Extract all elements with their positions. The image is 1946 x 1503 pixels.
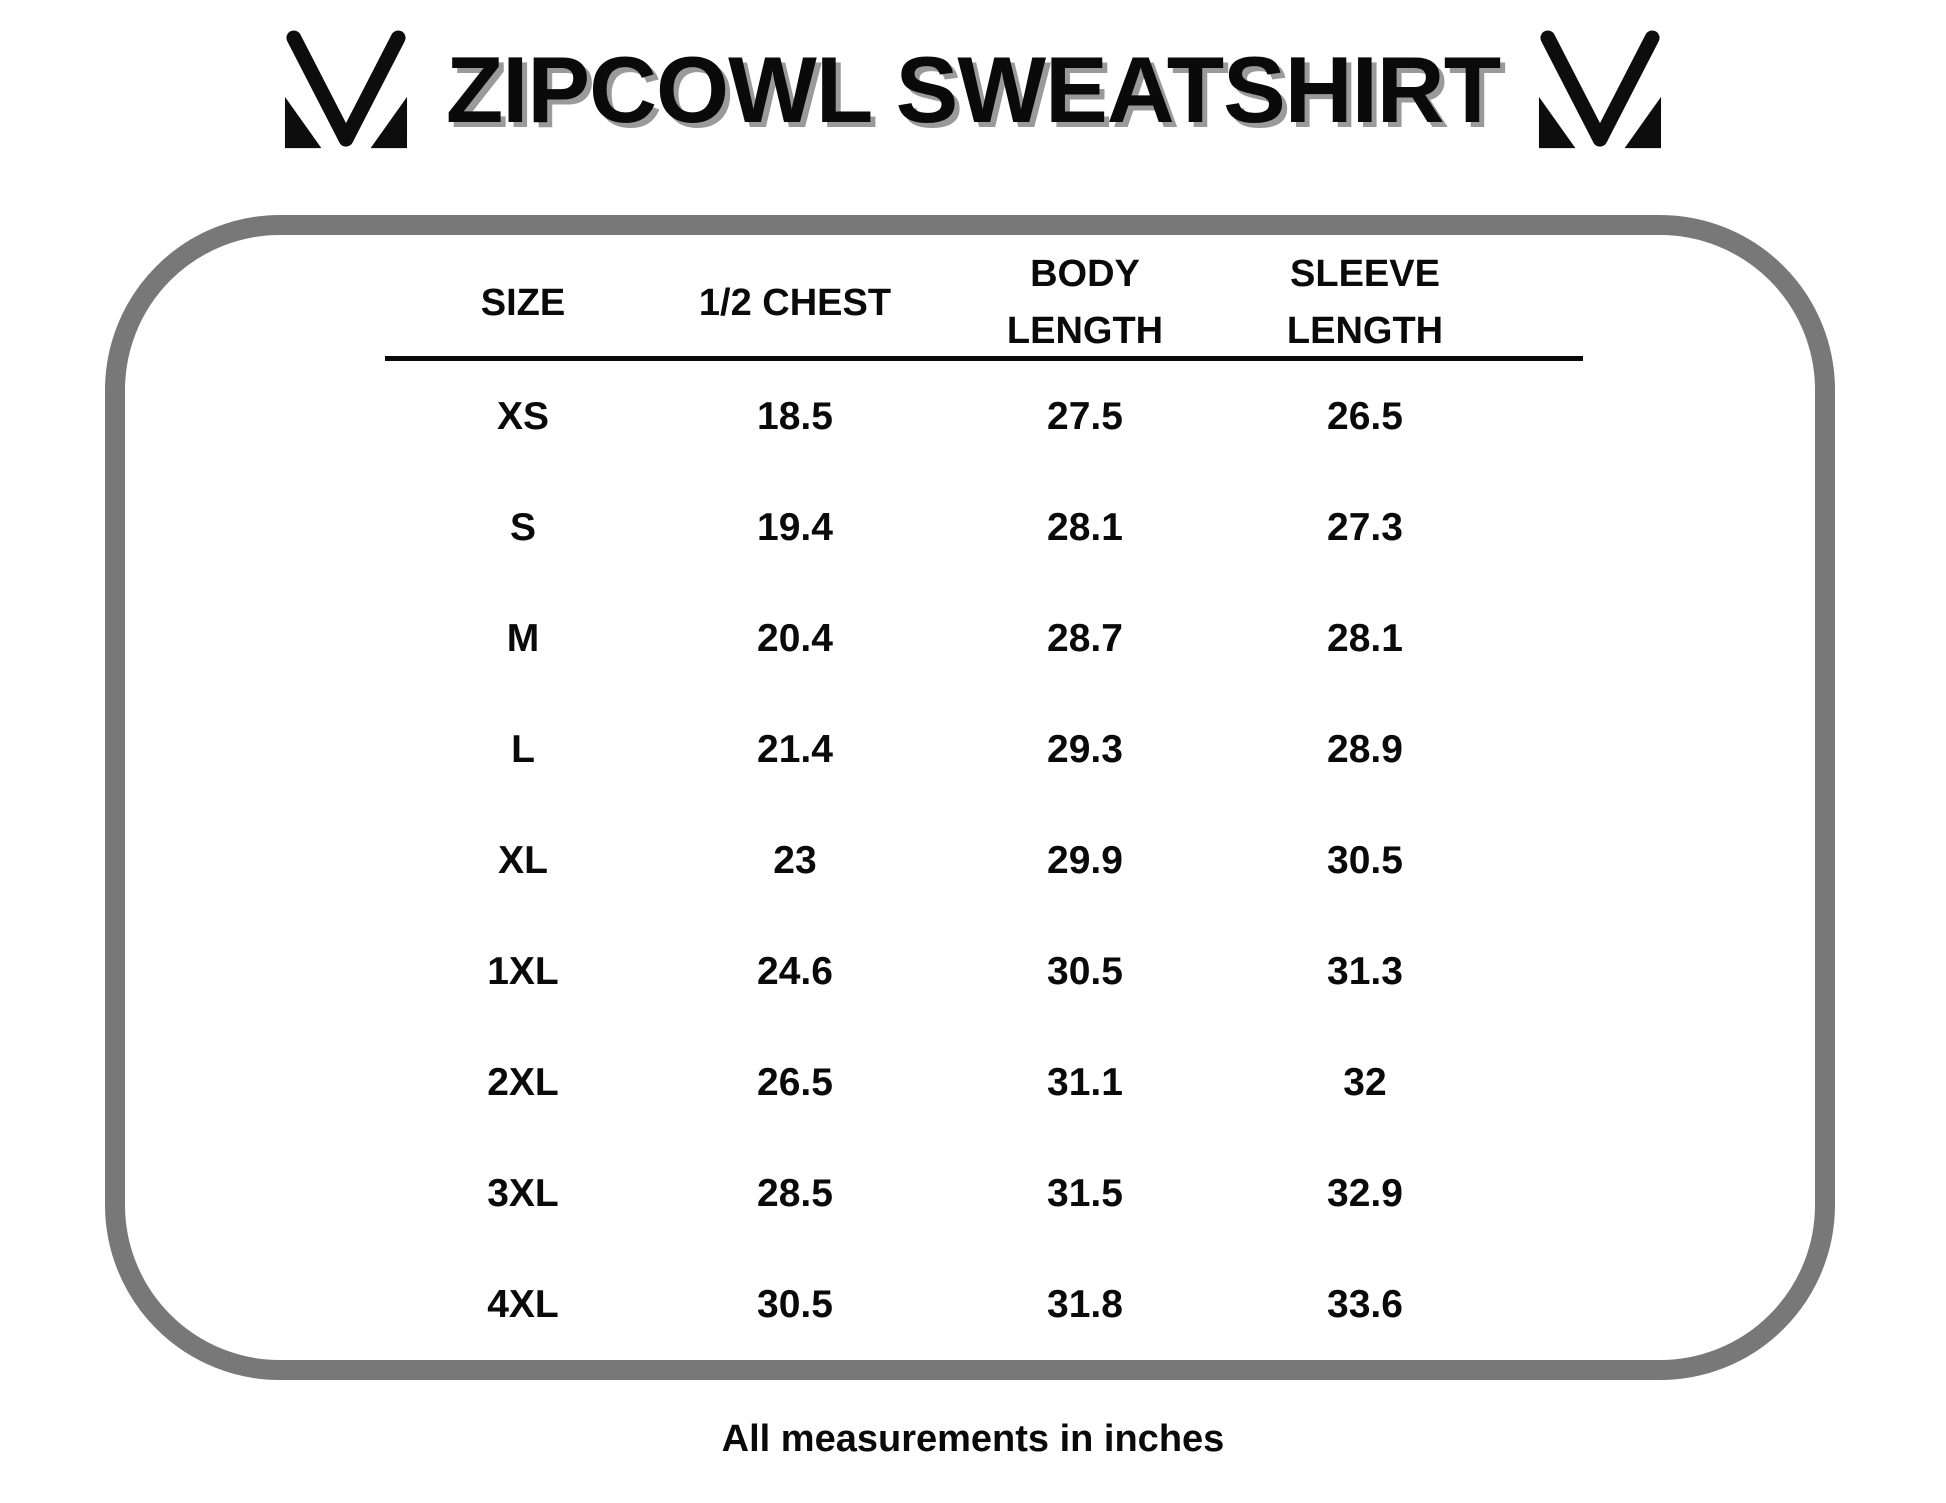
table-row: M 20.4 28.7 28.1 <box>385 583 1489 694</box>
size-cell: L <box>511 727 535 771</box>
half-chest-cell: 30.5 <box>757 1282 833 1326</box>
body-length-cell: 28.7 <box>1047 616 1123 660</box>
body-length-cell: 27.5 <box>1047 394 1123 438</box>
table-row: 2XL 26.5 31.1 32 <box>385 1027 1489 1138</box>
brand-m-logo-right-icon <box>1539 30 1662 149</box>
half-chest-cell: 24.6 <box>757 949 833 993</box>
measurements-note: All measurements in inches <box>721 1418 1225 1460</box>
half-chest-cell: 28.5 <box>757 1171 833 1215</box>
table-header-row: SIZE 1/2 CHEST BODY LENGTH SLEEVE LENGTH <box>385 246 1489 358</box>
table-row: L 21.4 29.3 28.9 <box>385 694 1489 805</box>
table-row: XL 23 29.9 30.5 <box>385 805 1489 916</box>
table-body: XS 18.5 27.5 26.5 S 19.4 28.1 27.3 M 20.… <box>385 361 1489 1360</box>
table-row: 3XL 28.5 31.5 32.9 <box>385 1138 1489 1249</box>
sleeve-length-cell: 32 <box>1343 1060 1387 1104</box>
sleeve-length-cell: 30.5 <box>1327 838 1403 882</box>
table-row: S 19.4 28.1 27.3 <box>385 472 1489 583</box>
half-chest-cell: 23 <box>773 838 817 882</box>
page-title: ZIPCOWL SWEATSHIRT <box>445 37 1501 143</box>
sleeve-length-cell: 28.9 <box>1327 727 1403 771</box>
half-chest-cell: 20.4 <box>757 616 833 660</box>
size-cell: XS <box>496 394 550 438</box>
body-length-cell: 31.8 <box>1047 1282 1123 1326</box>
size-cell: 1XL <box>487 949 559 993</box>
sleeve-length-cell: 27.3 <box>1327 505 1403 549</box>
body-length-cell: 31.5 <box>1047 1171 1123 1215</box>
table-row: 1XL 24.6 30.5 31.3 <box>385 916 1489 1027</box>
half-chest-cell: 26.5 <box>757 1060 833 1104</box>
size-cell: 2XL <box>487 1060 559 1104</box>
header-divider <box>385 356 1583 361</box>
body-length-cell: 30.5 <box>1047 949 1123 993</box>
half-chest-cell: 19.4 <box>757 505 833 549</box>
size-cell: S <box>509 505 536 549</box>
size-cell: XL <box>498 838 548 882</box>
table-row: 4XL 30.5 31.8 33.6 <box>385 1249 1489 1360</box>
size-cell: 3XL <box>487 1171 559 1215</box>
sleeve-length-cell: 26.5 <box>1327 394 1403 438</box>
sleeve-length-cell: 32.9 <box>1327 1171 1403 1215</box>
body-length-cell: 29.9 <box>1047 838 1123 882</box>
size-chart-panel <box>105 215 1835 1380</box>
sleeve-length-cell: 28.1 <box>1327 616 1403 660</box>
half-chest-cell: 18.5 <box>757 394 833 438</box>
column-header-half-chest: 1/2 CHEST <box>698 281 892 324</box>
half-chest-cell: 21.4 <box>757 727 833 771</box>
size-cell: M <box>506 616 540 660</box>
sleeve-length-cell: 33.6 <box>1327 1282 1403 1326</box>
column-header-size: SIZE <box>480 281 566 324</box>
size-cell: 4XL <box>487 1282 559 1326</box>
brand-header: ZIPCOWL SWEATSHIRT <box>0 28 1946 152</box>
body-length-cell: 29.3 <box>1047 727 1123 771</box>
sleeve-length-cell: 31.3 <box>1327 949 1403 993</box>
body-length-cell: 31.1 <box>1047 1060 1123 1104</box>
brand-m-logo-left-icon <box>284 30 407 149</box>
body-length-cell: 28.1 <box>1047 505 1123 549</box>
column-header-body-length: BODY LENGTH <box>1006 253 1164 352</box>
table-row: XS 18.5 27.5 26.5 <box>385 361 1489 472</box>
column-header-sleeve-length: SLEEVE LENGTH <box>1286 253 1444 352</box>
